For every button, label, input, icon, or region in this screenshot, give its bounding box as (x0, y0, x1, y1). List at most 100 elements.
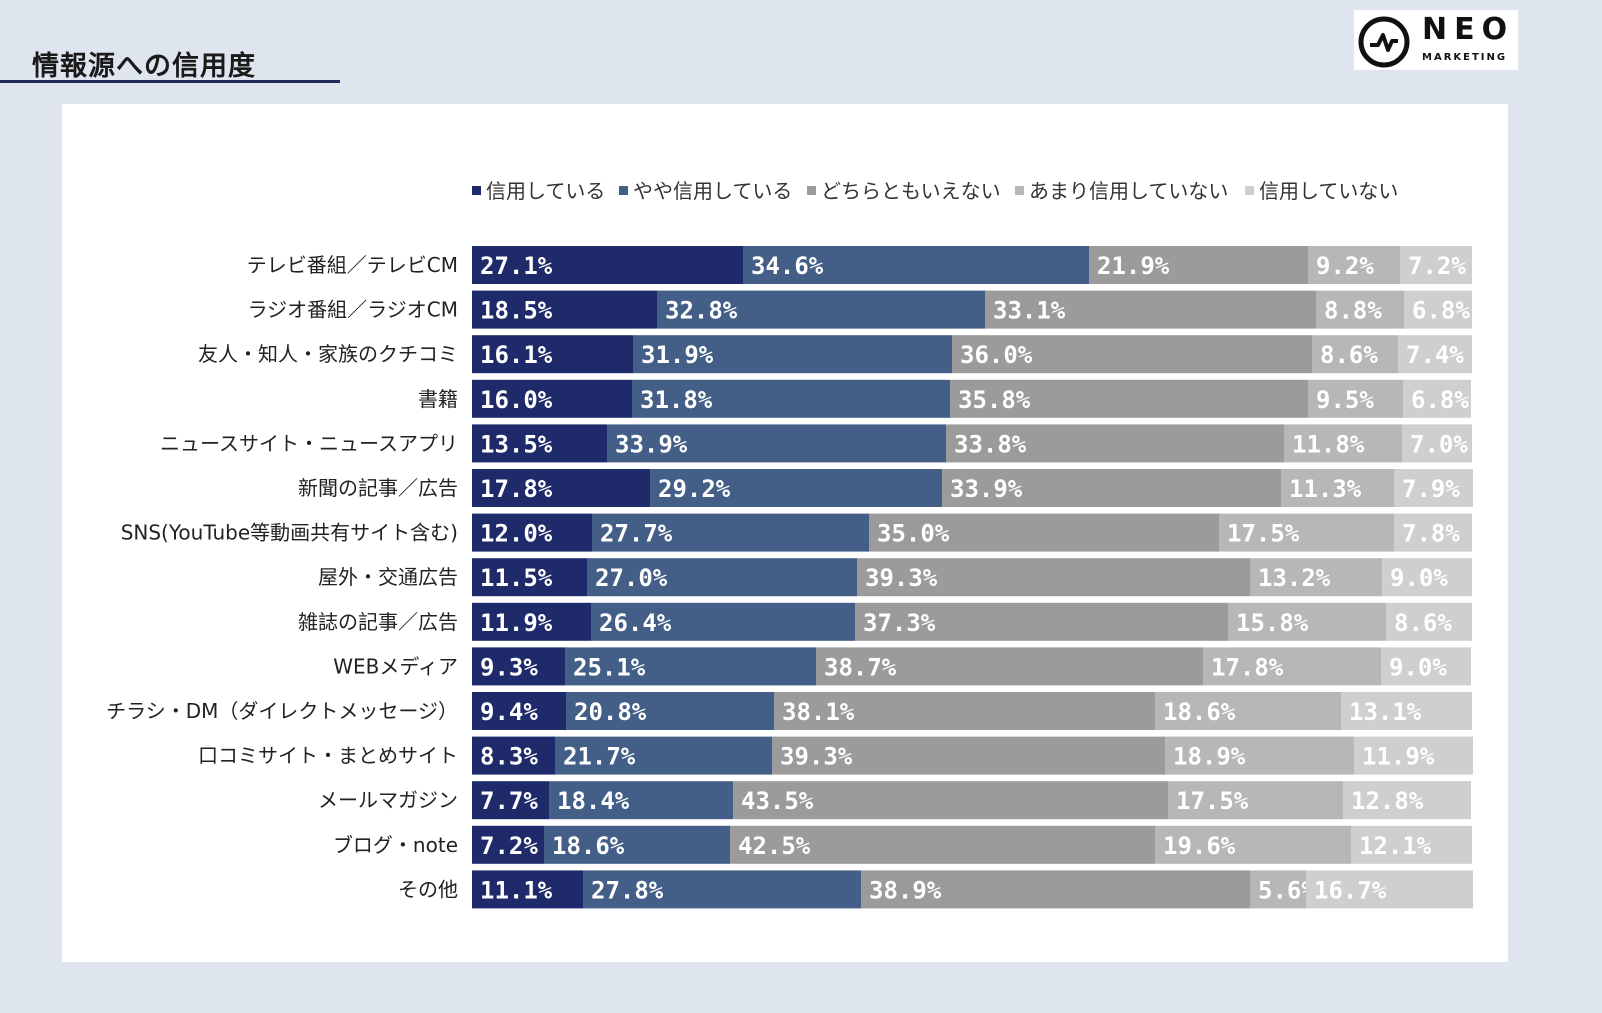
data-label: 36.0% (960, 341, 1033, 369)
data-label: 7.0% (1410, 430, 1468, 458)
category-label: WEBメディア (333, 654, 458, 678)
bar-segment (566, 692, 774, 730)
data-label: 13.1% (1349, 698, 1422, 726)
category-label: チラシ・DM（ダイレクトメッセージ） (106, 699, 458, 723)
bar-segment (632, 379, 950, 418)
category-label: SNS(YouTube等動画共有サイト含む) (121, 521, 458, 545)
data-label: 16.7% (1314, 876, 1387, 904)
bar-segment (472, 379, 632, 418)
data-label: 8.6% (1394, 609, 1452, 637)
bar-segment (472, 424, 607, 463)
bar-segment (861, 870, 1250, 909)
bar-segment (1316, 290, 1404, 329)
bar-segment (774, 692, 1155, 730)
legend-swatch (807, 186, 816, 195)
bar-segment (592, 513, 869, 552)
category-label: ラジオ番組／ラジオCM (248, 298, 458, 322)
data-label: 18.9% (1173, 743, 1246, 771)
data-label: 25.1% (573, 653, 646, 681)
data-label: 19.6% (1163, 832, 1236, 860)
bar-segment (869, 513, 1219, 552)
bar-segment (942, 469, 1281, 507)
data-label: 38.7% (824, 653, 897, 681)
legend-label: 信用していない (1259, 179, 1398, 203)
bar-segment (472, 692, 566, 730)
bar-segment (587, 558, 857, 597)
data-label: 18.5% (480, 297, 553, 325)
bar-segment (472, 602, 591, 641)
bar-segment (1343, 781, 1471, 820)
bar-segment (1386, 602, 1472, 641)
data-label: 18.6% (552, 832, 625, 860)
data-label: 8.6% (1320, 341, 1378, 369)
data-label: 17.8% (480, 475, 553, 503)
data-label: 9.0% (1389, 653, 1447, 681)
bar-segment (472, 558, 587, 597)
bar-segment (544, 825, 730, 864)
data-label: 35.0% (877, 520, 950, 548)
legend-item: あまり信用していない (1015, 179, 1228, 203)
bar-segment (985, 290, 1316, 329)
legend-swatch (619, 186, 628, 195)
data-label: 11.9% (1362, 743, 1435, 771)
data-label: 9.0% (1390, 564, 1448, 592)
legend-label: 信用している (486, 179, 605, 203)
bar-segment (1400, 246, 1472, 284)
bar-segment (952, 335, 1312, 374)
bar-segment (472, 736, 555, 775)
bar-segment (772, 736, 1165, 775)
data-label: 34.6% (751, 252, 824, 280)
page-title: 情報源への信用度 (32, 51, 256, 82)
bar-segment (733, 781, 1168, 820)
bar-segment (1404, 290, 1472, 329)
bar-segment (1155, 692, 1341, 730)
bar-segment (1155, 825, 1351, 864)
bar-segment (1402, 424, 1472, 463)
data-label: 11.8% (1292, 430, 1365, 458)
data-label: 7.7% (480, 787, 538, 815)
data-label: 9.2% (1316, 252, 1374, 280)
bar-segment (1219, 513, 1394, 552)
category-label: 書籍 (418, 387, 458, 411)
data-label: 12.1% (1359, 832, 1432, 860)
data-label: 7.9% (1402, 475, 1460, 503)
legend-swatch (1015, 186, 1024, 195)
category-label: 友人・知人・家族のクチコミ (198, 342, 458, 366)
bar-segment (472, 335, 633, 374)
category-label: ニュースサイト・ニュースアプリ (160, 431, 458, 455)
bar-segment (1250, 870, 1306, 909)
bar-segment (1089, 246, 1308, 284)
bar-segment (1250, 558, 1382, 597)
bar-segment (1281, 469, 1394, 507)
data-label: 33.1% (993, 297, 1066, 325)
data-label: 33.8% (954, 430, 1027, 458)
category-label: メールマガジン (318, 788, 458, 812)
data-label: 21.9% (1097, 252, 1170, 280)
legend-swatch (1245, 186, 1254, 195)
data-label: 13.5% (480, 430, 553, 458)
legend-item: どちらともいえない (807, 179, 1001, 203)
bar-segment (1403, 379, 1471, 418)
category-label: テレビ番組／テレビCM (247, 253, 458, 277)
bar-segment (1308, 246, 1400, 284)
data-label: 26.4% (599, 609, 672, 637)
category-label: ブログ・note (333, 833, 458, 857)
legend-label: やや信用している (633, 179, 792, 203)
data-label: 6.8% (1412, 297, 1470, 325)
bar-segment (946, 424, 1284, 463)
data-label: 21.7% (563, 743, 636, 771)
bar-segment (1354, 736, 1473, 775)
bar-segment (1394, 469, 1473, 507)
data-label: 16.0% (480, 386, 553, 414)
bar-segment (1228, 602, 1386, 641)
bar-segment (472, 290, 657, 329)
data-label: 38.9% (869, 876, 942, 904)
data-label: 29.2% (658, 475, 731, 503)
bar-segment (816, 647, 1203, 686)
bar-segment (1168, 781, 1343, 820)
stacked-bar-chart: 信用している やや信用している どちらともいえない あまり信用していない 信用していない… (106, 179, 1473, 909)
bar-segment (855, 602, 1228, 641)
data-label: 11.1% (480, 876, 553, 904)
bar-segment (1341, 692, 1472, 730)
bar-segment (950, 379, 1308, 418)
